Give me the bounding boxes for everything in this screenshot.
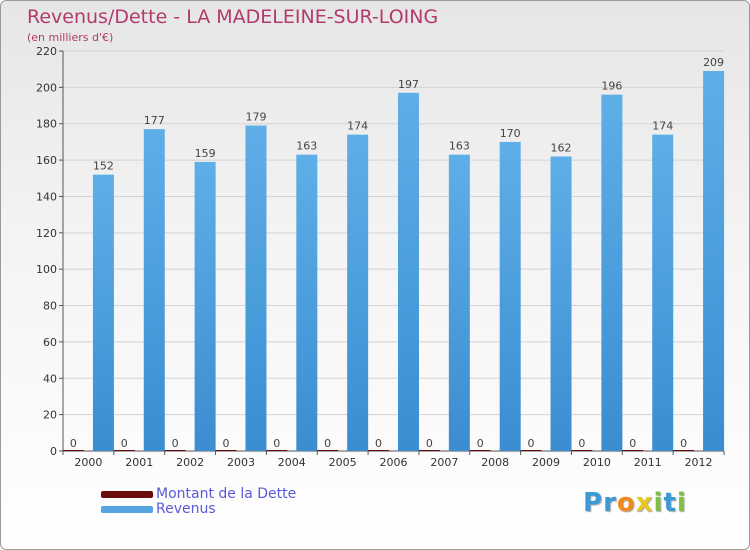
x-tick-label: 2003 — [227, 456, 255, 469]
data-label-dette: 0 — [324, 437, 331, 450]
legend-swatch-dette — [101, 491, 153, 498]
data-label-revenus: 159 — [195, 147, 216, 160]
chart-title: Revenus/Dette - LA MADELEINE-SUR-LOING — [27, 6, 439, 28]
logo-letter: t — [663, 488, 677, 518]
x-tick-label: 2004 — [278, 456, 306, 469]
x-tick-label: 2009 — [532, 456, 560, 469]
data-label-dette: 0 — [680, 437, 687, 450]
chart-subtitle: (en milliers d'€) — [27, 31, 114, 44]
y-tick-label: 140 — [36, 190, 57, 203]
x-tick-label: 2007 — [430, 456, 458, 469]
y-tick-label: 0 — [50, 445, 57, 458]
logo-letter: x — [635, 488, 654, 518]
data-label-dette: 0 — [477, 437, 484, 450]
bar-revenus — [92, 174, 114, 452]
x-tick-label: 2010 — [583, 456, 611, 469]
data-label-revenus: 162 — [551, 141, 572, 154]
bar-dette — [266, 450, 288, 451]
y-tick-label: 20 — [43, 409, 57, 422]
bar-dette — [469, 450, 491, 451]
data-label-dette: 0 — [578, 437, 585, 450]
y-tick-label: 60 — [43, 336, 57, 349]
bar-revenus — [499, 141, 521, 451]
bar-revenus — [296, 154, 318, 452]
bar-dette — [113, 450, 135, 451]
data-label-dette: 0 — [70, 437, 77, 450]
data-label-dette: 0 — [528, 437, 535, 450]
legend-label-revenus: Revenus — [156, 501, 216, 517]
data-label-revenus: 152 — [93, 160, 114, 173]
data-label-revenus: 163 — [296, 140, 317, 153]
bar-dette — [164, 450, 186, 451]
data-label-revenus: 179 — [245, 111, 266, 124]
data-label-revenus: 197 — [398, 78, 419, 91]
data-label-dette: 0 — [426, 437, 433, 450]
logo-letter: o — [616, 488, 636, 518]
bar-dette — [418, 450, 440, 451]
y-tick-label: 80 — [43, 300, 57, 313]
x-tick-label: 2001 — [125, 456, 153, 469]
data-label-revenus: 163 — [449, 140, 470, 153]
data-label-dette: 0 — [121, 437, 128, 450]
bar-revenus — [245, 125, 267, 451]
logo-letter: i — [676, 488, 687, 518]
data-label-revenus: 170 — [500, 127, 521, 140]
data-label-revenus: 196 — [601, 80, 622, 93]
data-label-revenus: 177 — [144, 114, 165, 127]
bar-revenus — [601, 94, 623, 452]
legend-swatch-revenus — [101, 506, 153, 513]
bar-revenus — [194, 161, 216, 451]
bar-revenus — [703, 71, 725, 451]
y-tick-label: 180 — [36, 118, 57, 131]
bar-revenus — [652, 134, 674, 452]
data-label-dette: 0 — [172, 437, 179, 450]
bar-dette — [62, 450, 84, 451]
x-tick-label: 2011 — [634, 456, 662, 469]
y-tick-label: 220 — [36, 45, 57, 58]
bar-revenus — [398, 92, 419, 452]
data-label-revenus: 174 — [347, 120, 368, 133]
bar-revenus — [347, 134, 369, 452]
bar-revenus — [143, 129, 165, 451]
x-tick-label: 2000 — [74, 456, 102, 469]
legend-label-dette: Montant de la Dette — [156, 486, 297, 502]
y-tick-label: 40 — [43, 372, 57, 385]
y-tick-label: 200 — [36, 81, 57, 94]
proxiti-logo: Proxiti — [583, 488, 687, 518]
data-label-dette: 0 — [629, 437, 636, 450]
bar-revenus — [550, 156, 572, 452]
logo-letter: r — [603, 488, 617, 518]
y-tick-label: 100 — [36, 263, 57, 276]
data-label-revenus: 174 — [652, 120, 673, 133]
data-label-dette: 0 — [375, 437, 382, 450]
bar-dette — [215, 450, 237, 451]
x-tick-label: 2008 — [481, 456, 509, 469]
bar-dette — [673, 450, 695, 451]
bar-dette — [520, 450, 542, 451]
bar-revenus — [448, 154, 470, 452]
bar-dette — [317, 450, 339, 451]
x-tick-label: 2012 — [685, 456, 713, 469]
x-tick-label: 2006 — [380, 456, 408, 469]
logo-letter: i — [653, 488, 664, 518]
bar-dette — [622, 450, 644, 451]
y-tick-label: 120 — [36, 227, 57, 240]
data-label-revenus: 209 — [703, 56, 724, 69]
x-tick-label: 2005 — [329, 456, 357, 469]
y-tick-label: 160 — [36, 154, 57, 167]
bar-dette — [368, 450, 389, 451]
logo-letter: P — [583, 488, 604, 518]
data-label-dette: 0 — [222, 437, 229, 450]
x-tick-label: 2002 — [176, 456, 204, 469]
data-label-dette: 0 — [273, 437, 280, 450]
bar-dette — [571, 450, 593, 451]
